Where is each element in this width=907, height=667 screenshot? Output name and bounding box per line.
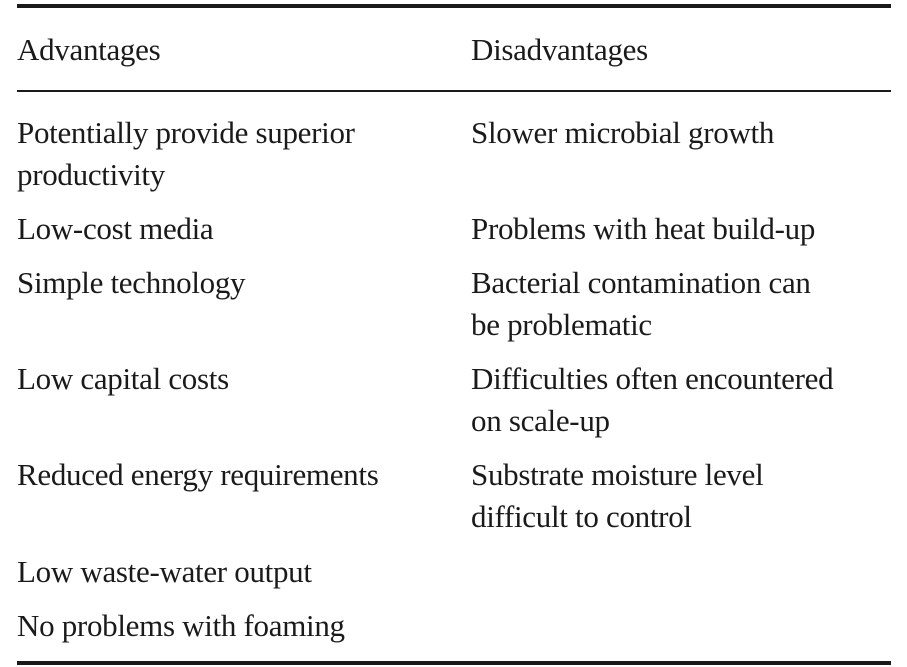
top-rule [17, 4, 891, 8]
header-disadvantages: Disadvantages [471, 32, 648, 67]
advantage-cell: Simple technology [17, 265, 246, 300]
advantage-cell: Potentially provide superior [17, 115, 355, 150]
disadvantage-cell: Difficulties often encountered [471, 361, 834, 396]
advantage-cell: Low-cost media [17, 211, 214, 246]
advantage-cell: Low capital costs [17, 361, 229, 396]
disadvantage-cell: be problematic [471, 307, 652, 342]
header-advantages: Advantages [17, 32, 161, 67]
disadvantage-cell: on scale-up [471, 403, 610, 438]
advantage-cell: productivity [17, 157, 165, 192]
disadvantage-cell: difficult to control [471, 499, 692, 534]
disadvantage-cell: Bacterial contamination can [471, 265, 811, 300]
bottom-rule [17, 661, 891, 665]
disadvantage-cell: Substrate moisture level [471, 457, 764, 492]
header-rule [17, 90, 891, 92]
advantage-cell: No problems with foaming [17, 608, 345, 643]
disadvantage-cell: Problems with heat build-up [471, 211, 816, 246]
advantage-cell: Low waste-water output [17, 554, 312, 589]
advantage-cell: Reduced energy requirements [17, 457, 379, 492]
disadvantage-cell: Slower microbial growth [471, 115, 775, 150]
